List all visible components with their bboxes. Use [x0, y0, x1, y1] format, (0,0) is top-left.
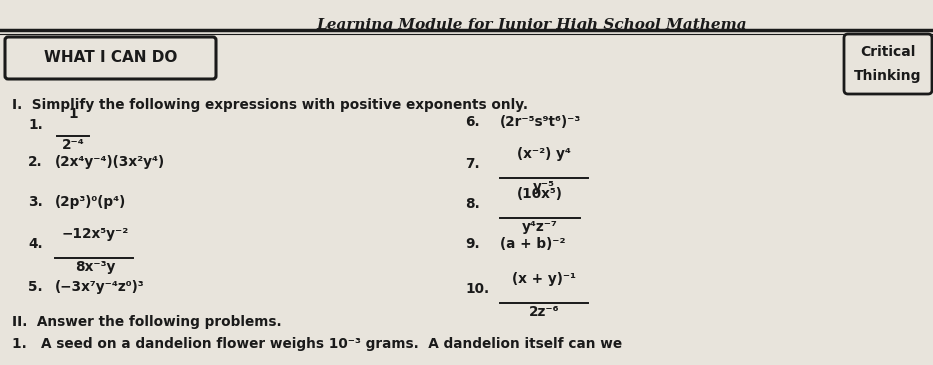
Text: 7.: 7. — [465, 157, 480, 171]
Text: Learning Module for Junior High School Mathema: Learning Module for Junior High School M… — [316, 18, 747, 32]
Text: 4.: 4. — [28, 237, 43, 251]
Text: (10x⁵): (10x⁵) — [517, 187, 563, 201]
Text: 2⁻⁴: 2⁻⁴ — [62, 138, 84, 152]
Text: 10.: 10. — [465, 282, 489, 296]
Text: 6.: 6. — [465, 115, 480, 129]
FancyBboxPatch shape — [5, 37, 216, 79]
Text: 8.: 8. — [465, 197, 480, 211]
Text: 8x⁻³y: 8x⁻³y — [75, 260, 115, 274]
Text: (2x⁴y⁻⁴)(3x²y⁴): (2x⁴y⁻⁴)(3x²y⁴) — [55, 155, 165, 169]
Text: 1.: 1. — [28, 118, 43, 132]
Text: (2r⁻⁵s⁹t⁶)⁻³: (2r⁻⁵s⁹t⁶)⁻³ — [500, 115, 581, 129]
Text: (a + b)⁻²: (a + b)⁻² — [500, 237, 565, 251]
Text: (x⁻²) y⁴: (x⁻²) y⁴ — [517, 147, 571, 161]
Text: −12x⁵y⁻²: −12x⁵y⁻² — [62, 227, 129, 241]
Text: 1.   A seed on a dandelion flower weighs 10⁻³ grams.  A dandelion itself can we: 1. A seed on a dandelion flower weighs 1… — [12, 337, 622, 351]
Text: 9.: 9. — [465, 237, 480, 251]
Text: 2.: 2. — [28, 155, 43, 169]
Text: Thinking: Thinking — [855, 69, 922, 83]
Text: Critical: Critical — [860, 45, 915, 59]
Text: (2p³)⁰(p⁴): (2p³)⁰(p⁴) — [55, 195, 126, 209]
Text: (−3x⁷y⁻⁴z⁰)³: (−3x⁷y⁻⁴z⁰)³ — [55, 280, 145, 294]
Text: (x + y)⁻¹: (x + y)⁻¹ — [512, 272, 576, 286]
FancyBboxPatch shape — [844, 34, 932, 94]
Text: 5.: 5. — [28, 280, 43, 294]
Text: II.  Answer the following problems.: II. Answer the following problems. — [12, 315, 282, 329]
Text: 3.: 3. — [28, 195, 43, 209]
Text: WHAT I CAN DO: WHAT I CAN DO — [44, 50, 177, 65]
Text: I.  Simplify the following expressions with positive exponents only.: I. Simplify the following expressions wi… — [12, 98, 528, 112]
Text: 1: 1 — [68, 107, 77, 121]
Text: y⁻⁵: y⁻⁵ — [533, 180, 555, 194]
Text: 2z⁻⁶: 2z⁻⁶ — [529, 305, 559, 319]
Text: y⁴z⁻⁷: y⁴z⁻⁷ — [522, 220, 558, 234]
